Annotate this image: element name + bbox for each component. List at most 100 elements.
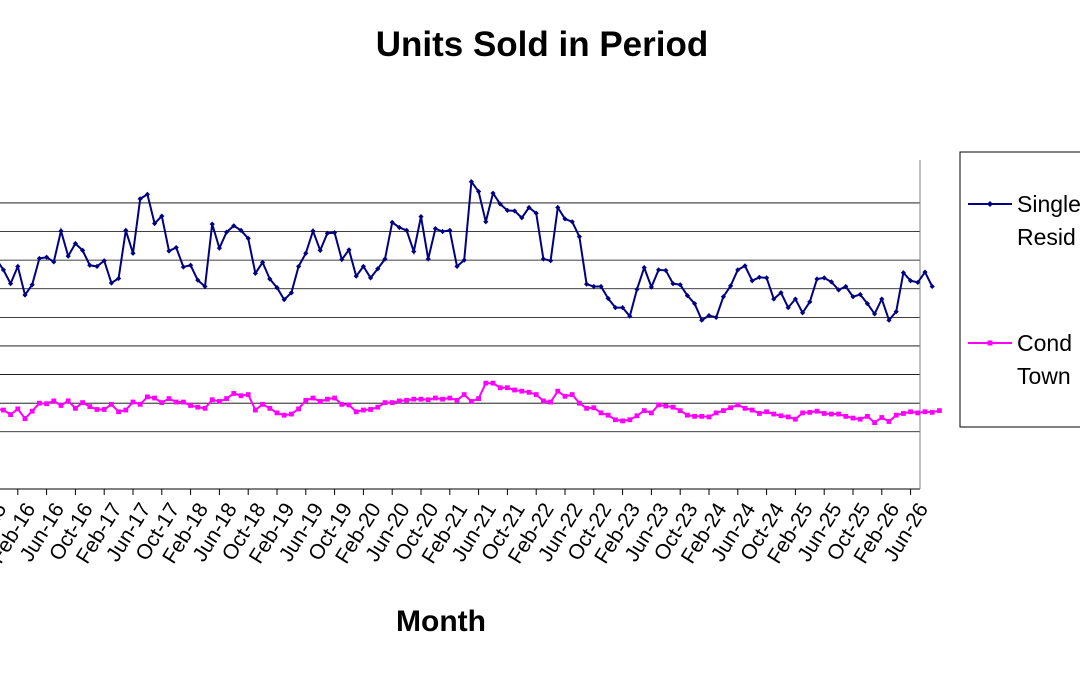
data-point [173,399,179,405]
data-point [72,240,78,247]
data-point [188,262,194,268]
data-point [778,413,784,419]
data-point [87,262,93,268]
data-point [713,410,719,416]
data-point [548,258,554,264]
data-point [476,396,481,401]
data-point [267,405,273,411]
data-point [598,410,604,416]
data-point [109,401,114,407]
data-point [929,409,935,415]
data-point [569,219,575,225]
data-point [821,411,827,416]
data-point [461,392,467,397]
data-point [771,296,777,302]
data-point [742,405,748,411]
data-point [627,417,633,423]
data-point [663,403,669,409]
data-point [152,395,157,401]
data-point [591,283,597,290]
data-point [238,393,244,399]
data-point [288,290,294,296]
data-point [865,413,870,419]
data-point [231,391,237,396]
legend-marker [987,340,993,346]
data-point [850,294,856,300]
data-point [598,283,604,290]
data-point [814,276,820,282]
data-point [418,396,424,402]
data-point [656,402,661,408]
data-point [735,267,741,273]
data-point [857,291,863,298]
data-point [418,214,424,220]
data-point [886,419,892,424]
data-point [900,270,906,276]
series-0 [0,178,935,323]
data-point [548,399,553,405]
data-point [195,404,201,410]
data-point [447,227,453,233]
data-point [130,399,136,405]
data-point [216,245,222,251]
data-point [296,263,302,270]
data-point [620,418,625,424]
data-point [65,253,71,259]
data-point [15,406,21,412]
data-point [512,387,517,393]
series-line [0,178,934,323]
data-point [425,397,431,403]
data-point [915,410,921,416]
data-point [361,407,366,413]
data-point [181,399,186,405]
data-point [324,230,330,236]
data-point [303,397,309,403]
data-point [663,267,669,274]
data-point [310,395,316,401]
data-point [468,179,474,185]
data-point [843,413,849,419]
x-axis-title: Month [396,605,486,638]
data-point [800,410,805,416]
data-point [634,413,640,419]
data-point [771,411,777,417]
data-point [281,412,287,418]
data-point [382,256,388,262]
data-point [44,254,50,260]
data-point [454,397,460,403]
data-point [893,412,899,418]
data-point [785,414,791,420]
data-point [843,283,849,290]
data-point [634,286,640,292]
data-point [591,405,597,411]
data-point [0,267,6,273]
data-point [440,396,445,402]
data-point [872,311,878,317]
data-point [389,400,395,406]
data-point [692,301,698,307]
data-point [353,273,359,279]
data-point [238,227,244,233]
data-point [425,256,431,262]
data-point [145,394,150,400]
data-point [281,297,287,303]
data-point [879,415,885,420]
data-point [29,408,35,414]
data-point [785,305,791,311]
data-point [728,283,734,289]
data-point [22,416,28,422]
data-point [101,258,107,264]
data-point [721,408,726,414]
data-point [303,250,309,256]
data-point [58,228,64,234]
data-point [274,284,280,291]
data-point [483,380,489,386]
data-point [382,400,388,406]
data-point [188,403,193,408]
data-point [749,278,755,284]
data-point [137,401,143,407]
data-point [15,263,21,270]
data-point [699,413,705,419]
data-point [51,398,57,404]
data-point [58,403,64,408]
